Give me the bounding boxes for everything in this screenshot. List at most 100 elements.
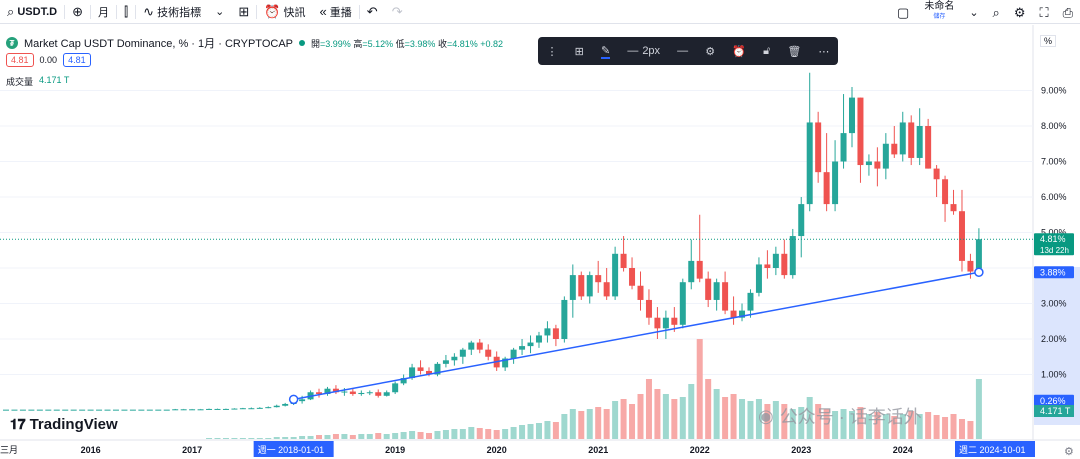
volume-bar	[290, 437, 297, 439]
line-style-button[interactable]: —	[677, 45, 688, 57]
volume-bar	[324, 435, 331, 439]
interval-button[interactable]: 月	[91, 0, 116, 24]
candle-body	[916, 126, 923, 158]
candle-body	[332, 388, 339, 393]
volume-bar	[832, 411, 839, 439]
compare-button[interactable]: ⊕	[65, 0, 90, 24]
layout-toggle-button[interactable]: ▢	[890, 0, 916, 24]
chart-type-button[interactable]: ⫿	[117, 0, 135, 24]
volume-bar	[459, 429, 466, 439]
snapshot-button[interactable]: ⎙	[1056, 0, 1080, 24]
volume-bar	[409, 431, 416, 439]
price-axis[interactable]: 9.00% 8.00% 7.00% 6.00% 5.00% 3.00% 2.00% 1.00%…	[1034, 86, 1074, 418]
indicators-dropdown[interactable]: ⌄	[208, 0, 231, 24]
layout-button[interactable]: ⊞	[231, 0, 256, 24]
volume-bar	[679, 397, 686, 439]
top-toolbar: ⌕ USDT.D ⊕ 月 ⫿ ∿ 技術指標 ⌄ ⊞ ⏰ 快訊 « 重播 ↶ ↷ …	[0, 0, 1080, 24]
time-axis[interactable]: 三月 2016 2017 2019 2020 2021 2022 2023 2024 週一 201…	[0, 441, 1035, 457]
settings-button[interactable]: ⚙	[1007, 0, 1033, 24]
candle-body	[36, 409, 43, 411]
volume-bar	[476, 428, 483, 439]
indicators-button[interactable]: ∿ 技術指標	[136, 0, 208, 24]
quick-search-button[interactable]: ⌕	[986, 0, 1007, 24]
candle-body	[865, 161, 872, 166]
price-tick-label: 5.00%	[1041, 228, 1067, 238]
volume-bar	[975, 379, 982, 439]
volume-bar	[231, 438, 238, 439]
chart-area[interactable]: 9.00% 8.00% 7.00% 6.00% 5.00% 3.00% 2.00% 1.00%…	[0, 25, 1080, 459]
volume-bar	[849, 411, 855, 439]
axis-settings-button[interactable]: ⚙	[1064, 445, 1074, 458]
candle-body	[112, 409, 119, 411]
redo-button[interactable]: ↷	[385, 0, 410, 24]
volume-bar	[426, 433, 432, 439]
color-button[interactable]: ✎	[600, 44, 611, 59]
redo-icon: ↷	[391, 4, 403, 19]
candle-body	[129, 409, 136, 411]
price-tick-label: 6.00%	[1041, 192, 1067, 202]
alert-button[interactable]: ⏰	[732, 45, 746, 58]
fullscreen-button[interactable]: ⛶	[1032, 0, 1055, 24]
candle-body	[527, 342, 534, 347]
volume-bar	[730, 394, 737, 439]
layout-name-button[interactable]: 未命名 儲存	[916, 2, 962, 22]
candle-body	[815, 122, 822, 173]
volume-bar	[349, 435, 356, 439]
replay-button[interactable]: « 重播	[313, 0, 359, 24]
template-button[interactable]: ⊞	[575, 45, 584, 58]
candle-body	[603, 282, 610, 297]
settings-button[interactable]: ⚙	[705, 45, 715, 58]
volume-bar	[332, 434, 339, 439]
ohlc-values: 開=3.99% 高=5.12% 低=3.98% 收=4.81% +0.82	[311, 37, 503, 50]
layout-dropdown[interactable]: ⌄	[962, 0, 985, 24]
candle-body	[645, 299, 652, 318]
alert-button[interactable]: ⏰ 快訊	[257, 0, 312, 24]
drag-handle[interactable]: ⋮	[546, 45, 558, 58]
chart-canvas[interactable]: 9.00% 8.00% 7.00% 6.00% 5.00% 3.00% 2.00% 1.00%…	[0, 25, 1080, 459]
series-title[interactable]: Market Cap USDT Dominance, % · 1月 · CRYP…	[24, 38, 293, 50]
candle-body	[908, 122, 915, 158]
buy-button[interactable]: 4.81	[63, 53, 91, 67]
undo-button[interactable]: ↶	[360, 0, 385, 24]
alarm-clock-icon: ⏰	[264, 4, 281, 19]
lock-button[interactable]: 🔓︎	[763, 45, 770, 58]
price-tick-label: 1.00%	[1041, 370, 1067, 380]
time-tick-label: 2017	[182, 445, 202, 455]
series-name: Market Cap USDT Dominance, %	[24, 38, 189, 50]
candle-body	[569, 275, 576, 300]
indicators-label: 技術指標	[157, 6, 202, 19]
volume-label[interactable]: 成交量	[6, 77, 34, 87]
interval-label: 月	[97, 6, 109, 19]
candle-body	[409, 367, 416, 379]
trendline[interactable]	[288, 267, 984, 405]
delete-button[interactable]: 🗑︎	[787, 45, 801, 58]
volume-bar	[688, 384, 695, 439]
symbol-label: USDT.D	[17, 5, 58, 18]
volume-bar	[772, 401, 779, 439]
time-tick-label: 2016	[81, 445, 101, 455]
scale-mode-label[interactable]: %	[1040, 35, 1057, 47]
open-value: =3.99%	[320, 38, 351, 49]
time-tick-fragment: 三月	[0, 445, 18, 455]
volume-bar	[629, 404, 636, 439]
volume-bar	[958, 419, 965, 439]
candle-body	[28, 409, 35, 411]
volume-bar	[502, 429, 509, 439]
line-width-icon: —	[627, 45, 639, 57]
volume-bar	[214, 438, 221, 439]
candle-body	[561, 299, 568, 339]
volume-bar	[578, 411, 585, 439]
line-width-button[interactable]: —2px	[627, 45, 660, 57]
wechat-text: 公众号 · 话李话外	[779, 407, 922, 427]
volume-bar	[637, 394, 644, 439]
more-button[interactable]: ⋯	[818, 45, 829, 58]
candle-body	[882, 143, 889, 169]
sell-button[interactable]: 4.81	[6, 53, 34, 67]
candlestick-icon: ⫿	[123, 4, 129, 19]
grid	[0, 90, 1033, 375]
volume-bar	[442, 430, 449, 439]
cursor-start-tag-bg	[253, 441, 334, 457]
volume-bar	[383, 434, 390, 439]
symbol-search[interactable]: ⌕ USDT.D	[0, 0, 64, 24]
candle-body	[316, 392, 323, 395]
